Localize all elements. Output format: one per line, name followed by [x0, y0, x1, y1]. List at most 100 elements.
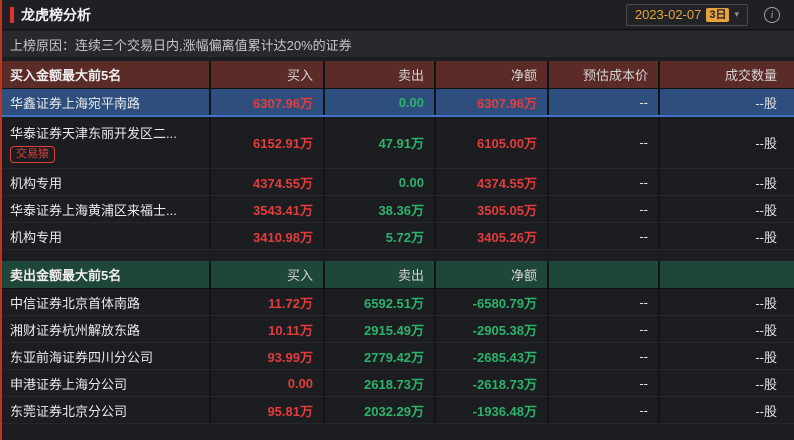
buy-value: 4374.55万 [253, 175, 313, 191]
date-picker[interactable]: 2023-02-07 3日 ▾ [625, 3, 748, 26]
net-value: -1936.48万 [472, 403, 537, 419]
table-row[interactable]: 机构专用 4374.55万 0.00 4374.55万 -- --股 [2, 169, 794, 196]
column-header-text: 成交数量 [724, 68, 777, 83]
cost-value-cell: -- [549, 343, 660, 369]
buy-value-cell: 11.72万 [211, 289, 325, 315]
volume-value-cell: --股 [660, 89, 794, 115]
sell-value: 2032.29万 [364, 403, 424, 419]
sell-value: 38.36万 [378, 202, 424, 218]
column-header-text: 净额 [510, 268, 537, 283]
column-header-text: 卖出 [397, 268, 424, 283]
volume-value: --股 [755, 322, 777, 338]
page-title: 龙虎榜分析 [21, 6, 91, 23]
column-header: 成交数量 [660, 61, 794, 88]
volume-value: --股 [755, 175, 777, 191]
table-row[interactable]: 申港证券上海分公司 0.00 2618.73万 -2618.73万 -- --股 [2, 370, 794, 397]
volume-value-cell: --股 [660, 289, 794, 315]
volume-value: --股 [755, 136, 777, 151]
table-row[interactable]: 华泰证券上海黄浦区来福士... 3543.41万 38.36万 3505.05万 -- -… [2, 196, 794, 223]
cost-value-cell: -- [549, 289, 660, 315]
net-value-cell: 6307.96万 [436, 89, 549, 115]
column-header: 买入 [211, 261, 325, 288]
sell-value: 0.00 [398, 94, 424, 110]
buy-value-cell: 95.81万 [211, 397, 325, 423]
volume-value: --股 [755, 376, 777, 392]
cost-value-cell: -- [549, 223, 660, 249]
volume-value-cell: --股 [660, 370, 794, 396]
table-row[interactable]: 中信证券北京首体南路 11.72万 6592.51万 -6580.79万 -- --股 [2, 289, 794, 316]
cost-value: -- [639, 348, 648, 364]
table-row[interactable]: 湘财证券杭州解放东路 10.11万 2915.49万 -2905.38万 -- --股 [2, 316, 794, 343]
column-header-text: 买入 [286, 268, 313, 283]
column-header: 买入 [211, 61, 325, 88]
column-header-text: 卖出 [397, 68, 424, 83]
sell-value-cell: 5.72万 [325, 223, 436, 249]
net-value: -2685.43万 [472, 349, 537, 365]
info-icon[interactable]: i [764, 6, 780, 23]
buy-value: 93.99万 [267, 349, 313, 365]
cost-value: -- [639, 228, 648, 244]
broker-name: 申港证券上海分公司 [10, 376, 128, 392]
column-header: 净额 [436, 261, 549, 288]
buy-value-cell: 6152.91万 [211, 117, 325, 168]
cost-value-cell: -- [549, 89, 660, 115]
volume-value: --股 [755, 403, 777, 419]
net-value-cell: 6105.00万 [436, 117, 549, 168]
column-header: 卖出 [325, 61, 436, 88]
date-range-badge: 3日 [706, 7, 730, 22]
sell-value-cell: 6592.51万 [325, 289, 436, 315]
net-value: 4374.55万 [477, 175, 537, 191]
cost-value: -- [639, 375, 648, 391]
table-row[interactable]: 华泰证券天津东丽开发区二... 交易猿 6152.91万 47.91万 6105.00万… [2, 117, 794, 169]
net-value-cell: -6580.79万 [436, 289, 549, 315]
volume-value-cell: --股 [660, 196, 794, 222]
volume-value-cell: --股 [660, 397, 794, 423]
listing-reason: 上榜原因：连续三个交易日内,涨幅偏离值累计达20%的证券 [2, 31, 794, 57]
broker-name: 湘财证券杭州解放东路 [10, 322, 141, 338]
table-title-text: 卖出金额最大前5名 [10, 268, 122, 283]
broker-name: 东莞证券北京分公司 [10, 403, 128, 419]
net-value: -2618.73万 [472, 376, 537, 392]
sell_table-header-row: 卖出金额最大前5名 买入 卖出 净额 [2, 261, 794, 289]
net-value-cell: -2905.38万 [436, 316, 549, 342]
volume-value: --股 [755, 95, 777, 111]
sell-value-cell: 2618.73万 [325, 370, 436, 396]
sell-top5-table: 卖出金额最大前5名 买入 卖出 净额 中信证券北京首体南路 11.72万 6592.51万 -… [2, 261, 794, 424]
broker-name-cell: 华泰证券上海黄浦区来福士... [2, 196, 211, 222]
cost-value-cell: -- [549, 370, 660, 396]
cost-value-cell: -- [549, 397, 660, 423]
table-row[interactable]: 东莞证券北京分公司 95.81万 2032.29万 -1936.48万 -- --股 [2, 397, 794, 424]
volume-value-cell: --股 [660, 117, 794, 168]
buy-value: 3410.98万 [253, 229, 313, 245]
broker-name-cell: 中信证券北京首体南路 [2, 289, 211, 315]
buy-value: 3543.41万 [253, 202, 313, 218]
volume-value: --股 [755, 229, 777, 245]
buy-value: 10.11万 [268, 322, 313, 338]
cost-value: -- [639, 174, 648, 190]
broker-name-cell: 机构专用 [2, 169, 211, 195]
table-row[interactable]: 机构专用 3410.98万 5.72万 3405.26万 -- --股 [2, 223, 794, 250]
cost-value-cell: -- [549, 117, 660, 168]
column-header-text: 买入 [286, 68, 313, 83]
sell-value-cell: 2779.42万 [325, 343, 436, 369]
title-actions: 2023-02-07 3日 ▾ i [625, 3, 780, 26]
column-header-text: 预估成本价 [582, 68, 648, 83]
buy_table-header-row: 买入金额最大前5名 买入 卖出 净额 预估成本价 成交数量 [2, 61, 794, 89]
sell-value: 2618.73万 [364, 376, 424, 392]
sell-value: 5.72万 [385, 229, 424, 245]
table-row[interactable]: 华鑫证券上海宛平南路 6307.96万 0.00 6307.96万 -- --股 [2, 89, 794, 117]
cost-value-cell: -- [549, 316, 660, 342]
net-value: 3505.05万 [477, 202, 537, 218]
buy-value: 6152.91万 [253, 136, 313, 151]
column-header-text: 净额 [510, 68, 537, 83]
net-value-cell: 4374.55万 [436, 169, 549, 195]
sell-value-cell: 47.91万 [325, 117, 436, 168]
buy-value-cell: 3543.41万 [211, 196, 325, 222]
volume-value-cell: --股 [660, 169, 794, 195]
volume-value: --股 [755, 295, 777, 311]
volume-value: --股 [755, 202, 777, 218]
broker-name: 华鑫证券上海宛平南路 [10, 95, 141, 111]
table-row[interactable]: 东亚前海证券四川分公司 93.99万 2779.42万 -2685.43万 -- --股 [2, 343, 794, 370]
volume-value: --股 [755, 349, 777, 365]
net-value: -6580.79万 [472, 295, 537, 311]
